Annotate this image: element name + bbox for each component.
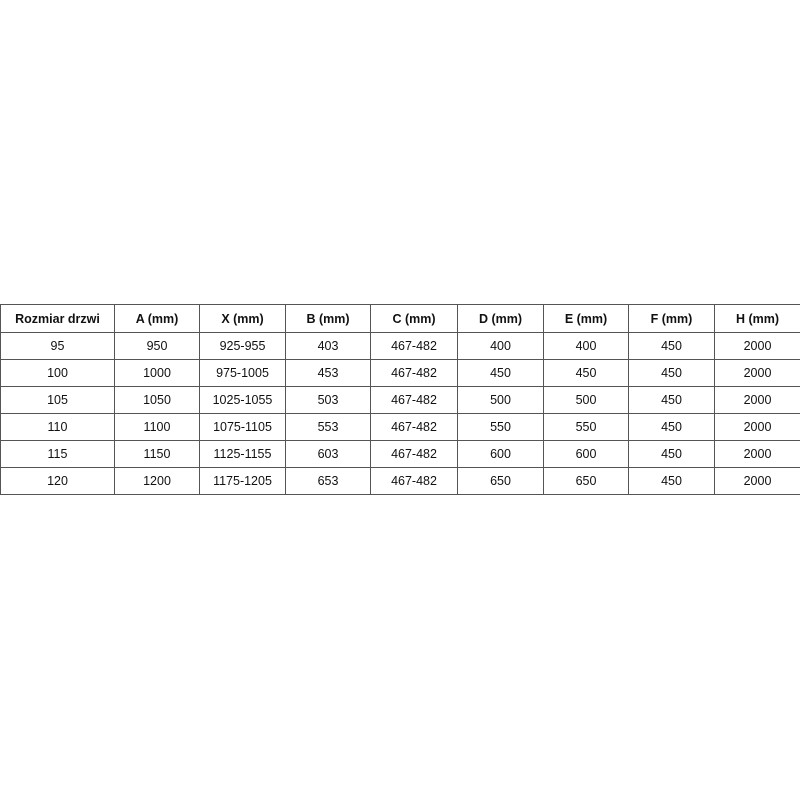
table-cell: 453 — [285, 359, 371, 387]
column-header: X (mm) — [199, 304, 286, 333]
table-cell: 1000 — [114, 359, 200, 387]
column-header: A (mm) — [114, 304, 200, 333]
table-cell: 467-482 — [370, 386, 458, 414]
table-cell: 500 — [543, 386, 629, 414]
table-cell: 600 — [543, 440, 629, 468]
table-cell: 1100 — [114, 413, 200, 441]
column-header: E (mm) — [543, 304, 629, 333]
column-header: Rozmiar drzwi — [0, 304, 115, 333]
table-row: 95 950 925-955 403 467-482 400 400 450 2000 — [0, 332, 800, 360]
table-cell: 467-482 — [370, 467, 458, 495]
table-cell: 650 — [543, 467, 629, 495]
table-cell: 467-482 — [370, 440, 458, 468]
table-row: 105 1050 1025-1055 503 467-482 500 500 450 2000 — [0, 386, 800, 414]
table-cell: 975-1005 — [199, 359, 286, 387]
column-header: H (mm) — [714, 304, 800, 333]
table-cell: 1075-1105 — [199, 413, 286, 441]
table-cell: 467-482 — [370, 359, 458, 387]
table-cell: 553 — [285, 413, 371, 441]
table-cell: 653 — [285, 467, 371, 495]
table-cell: 500 — [457, 386, 544, 414]
table-cell: 95 — [0, 332, 115, 360]
table-cell: 1200 — [114, 467, 200, 495]
header-row: Rozmiar drzwi A (mm) X (mm) B (mm) C (mm) D (… — [0, 304, 800, 333]
table-cell: 2000 — [714, 467, 800, 495]
table-row: 100 1000 975-1005 453 467-482 450 450 450 2000 — [0, 359, 800, 387]
table-cell: 2000 — [714, 359, 800, 387]
table-cell: 2000 — [714, 413, 800, 441]
table-row: 115 1150 1125-1155 603 467-482 600 600 450 2000 — [0, 440, 800, 468]
table-cell: 450 — [628, 359, 715, 387]
table-cell: 100 — [0, 359, 115, 387]
table-cell: 115 — [0, 440, 115, 468]
table-row: 110 1100 1075-1105 553 467-482 550 550 450 2000 — [0, 413, 800, 441]
table-cell: 1175-1205 — [199, 467, 286, 495]
table-cell: 650 — [457, 467, 544, 495]
table-cell: 550 — [457, 413, 544, 441]
table-cell: 105 — [0, 386, 115, 414]
table-cell: 1025-1055 — [199, 386, 286, 414]
table-cell: 925-955 — [199, 332, 286, 360]
column-header: C (mm) — [370, 304, 458, 333]
table-cell: 950 — [114, 332, 200, 360]
table-cell: 467-482 — [370, 332, 458, 360]
table-cell: 1050 — [114, 386, 200, 414]
column-header: B (mm) — [285, 304, 371, 333]
table-cell: 503 — [285, 386, 371, 414]
table-cell: 110 — [0, 413, 115, 441]
table-row: 120 1200 1175-1205 653 467-482 650 650 450 2000 — [0, 467, 800, 495]
table-cell: 403 — [285, 332, 371, 360]
table-cell: 467-482 — [370, 413, 458, 441]
table-cell: 600 — [457, 440, 544, 468]
table-cell: 400 — [543, 332, 629, 360]
dimensions-table: Rozmiar drzwi A (mm) X (mm) B (mm) C (mm) D (… — [0, 304, 800, 495]
table-cell: 2000 — [714, 332, 800, 360]
table-cell: 450 — [543, 359, 629, 387]
table-cell: 1150 — [114, 440, 200, 468]
table-cell: 450 — [628, 467, 715, 495]
table-cell: 450 — [628, 332, 715, 360]
table-cell: 450 — [628, 413, 715, 441]
table-cell: 120 — [0, 467, 115, 495]
table-cell: 603 — [285, 440, 371, 468]
table-cell: 450 — [457, 359, 544, 387]
table-cell: 550 — [543, 413, 629, 441]
table-cell: 400 — [457, 332, 544, 360]
column-header: D (mm) — [457, 304, 544, 333]
table-cell: 1125-1155 — [199, 440, 286, 468]
table-cell: 450 — [628, 440, 715, 468]
column-header: F (mm) — [628, 304, 715, 333]
table-cell: 2000 — [714, 440, 800, 468]
table-cell: 450 — [628, 386, 715, 414]
table-cell: 2000 — [714, 386, 800, 414]
